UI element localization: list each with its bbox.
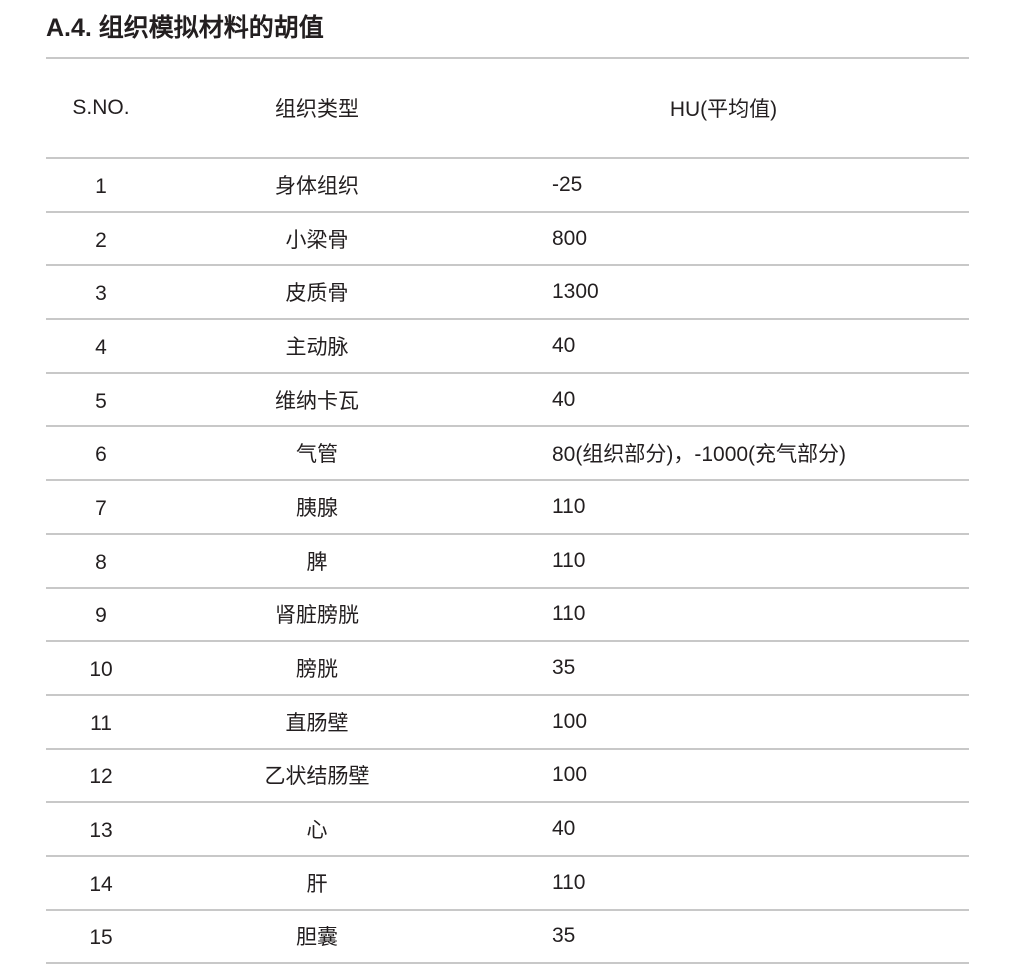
section-title: A.4. 组织模拟材料的胡值 [46,14,324,42]
table-row: 11 直肠壁 100 [46,694,969,750]
cell-tissue-type: 气管 [156,426,478,482]
cell-sno: 6 [46,426,156,482]
cell-tissue-type: 主动脉 [156,319,478,374]
table-row: 9 肾脏膀胱 110 [46,587,969,643]
header-hu: HU(平均值) [478,59,969,159]
table-row: 8 脾 110 [46,533,969,589]
cell-sno: 2 [46,211,156,267]
table-row: 4 主动脉 40 [46,319,969,374]
cell-hu: 110 [478,587,969,643]
cell-tissue-type: 心 [156,802,478,857]
cell-hu: 110 [478,533,969,589]
cell-tissue-type: 乙状结肠壁 [156,748,478,804]
cell-hu: 100 [478,694,969,750]
cell-sno: 9 [46,587,156,643]
header-tissue-type: 组织类型 [156,59,478,159]
cell-hu: 40 [478,802,969,857]
table-header-row: S.NO. 组织类型 HU(平均值) [46,59,969,159]
table-row: 5 维纳卡瓦 40 [46,372,969,428]
cell-hu: 100 [478,748,969,804]
cell-hu: 40 [478,319,969,374]
table-row: 7 胰腺 110 [46,480,969,535]
table-row: 3 皮质骨 1300 [46,265,969,321]
cell-hu: 1300 [478,265,969,321]
cell-hu: 110 [478,855,969,911]
cell-sno: 4 [46,319,156,374]
top-divider [46,57,969,59]
cell-hu: 110 [478,480,969,535]
cell-sno: 11 [46,694,156,750]
cell-hu: 35 [478,641,969,696]
cell-sno: 14 [46,855,156,911]
table-row: 12 乙状结肠壁 100 [46,748,969,804]
hu-table: S.NO. 组织类型 HU(平均值) 1 身体组织 -25 2 小梁骨 800 3 皮质骨 13… [46,59,969,964]
cell-sno: 12 [46,748,156,804]
cell-tissue-type: 胰腺 [156,480,478,535]
table-row: 13 心 40 [46,802,969,857]
cell-hu: 800 [478,211,969,267]
cell-sno: 3 [46,265,156,321]
table-row: 14 肝 110 [46,855,969,911]
cell-sno: 7 [46,480,156,535]
cell-hu: -25 [478,158,969,213]
cell-tissue-type: 肝 [156,855,478,911]
cell-tissue-type: 肾脏膀胱 [156,587,478,643]
table-row: 6 气管 80(组织部分)，-1000(充气部分) [46,426,969,482]
table-row: 10 膀胱 35 [46,641,969,696]
cell-sno: 10 [46,641,156,696]
cell-tissue-type: 直肠壁 [156,694,478,750]
cell-hu: 35 [478,909,969,964]
cell-sno: 13 [46,802,156,857]
cell-tissue-type: 小梁骨 [156,211,478,267]
cell-tissue-type: 身体组织 [156,158,478,213]
cell-sno: 1 [46,158,156,213]
cell-tissue-type: 胆囊 [156,909,478,964]
cell-tissue-type: 维纳卡瓦 [156,372,478,428]
table-row: 1 身体组织 -25 [46,158,969,213]
table-row: 2 小梁骨 800 [46,211,969,267]
cell-tissue-type: 皮质骨 [156,265,478,321]
header-sno: S.NO. [46,59,156,159]
table-row: 15 胆囊 35 [46,909,969,964]
cell-sno: 8 [46,533,156,589]
cell-sno: 15 [46,909,156,964]
cell-sno: 5 [46,372,156,428]
cell-hu: 80(组织部分)，-1000(充气部分) [478,426,969,482]
cell-tissue-type: 脾 [156,533,478,589]
cell-hu: 40 [478,372,969,428]
cell-tissue-type: 膀胱 [156,641,478,696]
